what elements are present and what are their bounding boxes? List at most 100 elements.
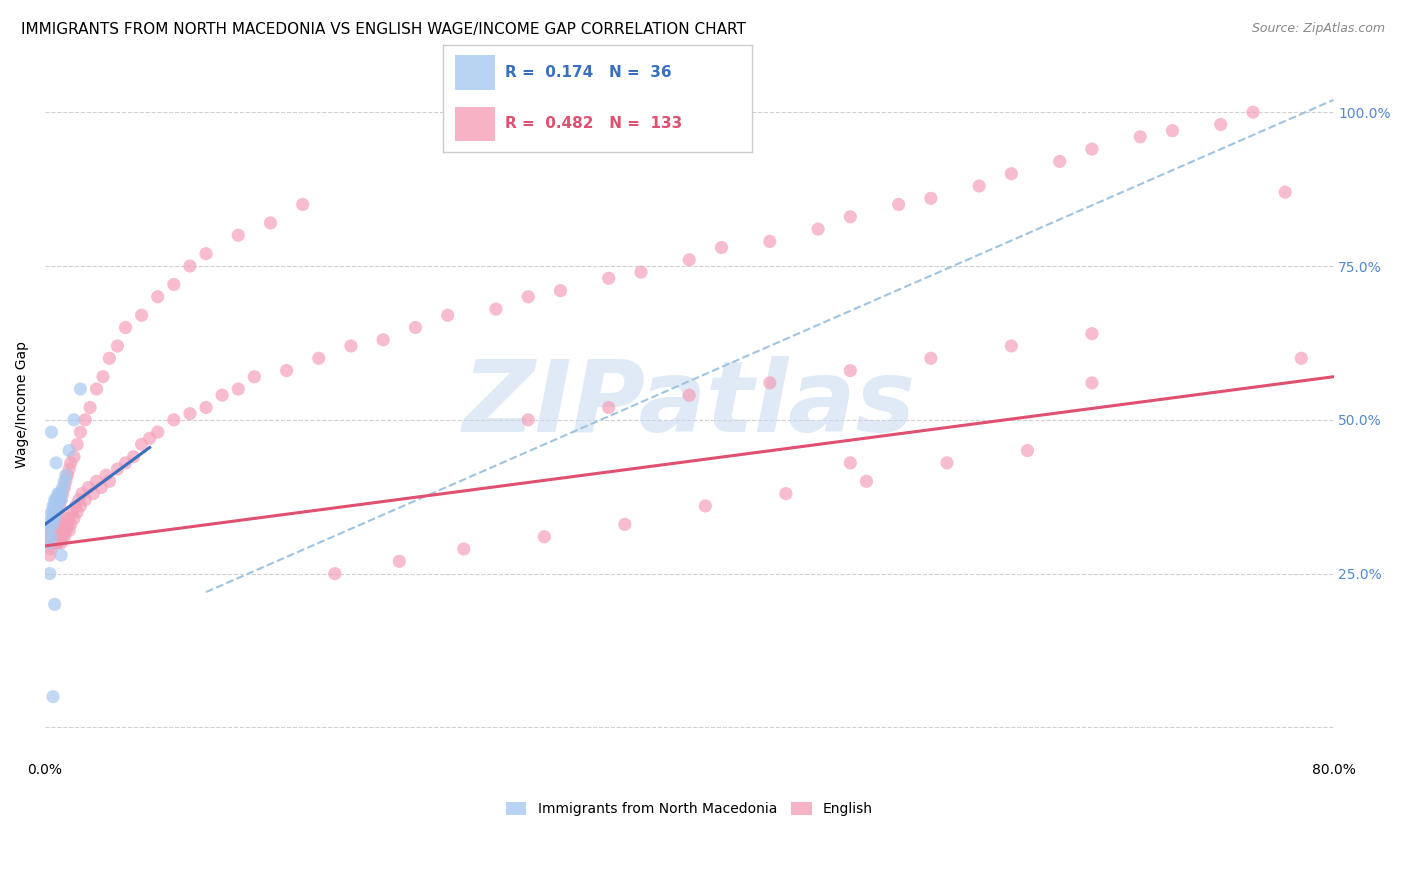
Text: ZIPatlas: ZIPatlas: [463, 356, 915, 453]
Point: [58, 524, 80, 538]
Point: [52, 481, 75, 495]
Point: [1081, 376, 1104, 390]
Point: [195, 401, 218, 415]
Point: [38, 530, 60, 544]
Point: [308, 351, 330, 366]
Point: [42, 505, 65, 519]
Point: [678, 252, 700, 267]
Point: [1000, 167, 1022, 181]
Point: [114, 456, 136, 470]
Point: [38, 566, 60, 581]
Point: [86, 382, 108, 396]
Point: [46, 505, 69, 519]
Point: [179, 259, 201, 273]
Point: [46, 530, 69, 544]
Point: [49, 548, 72, 562]
Point: [63, 450, 86, 464]
Point: [98, 351, 121, 366]
Point: [66, 437, 89, 451]
Point: [373, 333, 395, 347]
Point: [45, 456, 67, 470]
Point: [70, 486, 93, 500]
Text: Source: ZipAtlas.com: Source: ZipAtlas.com: [1251, 22, 1385, 36]
Point: [195, 246, 218, 260]
Point: [1209, 118, 1232, 132]
Point: [46, 524, 69, 538]
Point: [60, 505, 83, 519]
Point: [146, 425, 169, 439]
Point: [67, 492, 90, 507]
Point: [44, 492, 66, 507]
Point: [41, 530, 63, 544]
Bar: [456, 107, 495, 141]
Point: [936, 456, 959, 470]
Point: [41, 511, 63, 525]
Point: [55, 468, 77, 483]
Point: [226, 228, 249, 243]
Point: [807, 222, 830, 236]
Point: [56, 468, 79, 483]
Point: [404, 320, 426, 334]
Point: [44, 517, 66, 532]
Point: [58, 443, 80, 458]
Point: [1161, 123, 1184, 137]
Point: [1000, 339, 1022, 353]
Point: [37, 524, 59, 538]
Point: [98, 475, 121, 489]
Point: [48, 530, 70, 544]
Point: [55, 511, 77, 525]
Point: [55, 524, 77, 538]
Point: [53, 481, 76, 495]
Point: [49, 536, 72, 550]
Point: [46, 499, 69, 513]
Point: [48, 499, 70, 513]
Point: [122, 450, 145, 464]
Point: [211, 388, 233, 402]
Point: [45, 517, 67, 532]
Bar: [456, 55, 495, 89]
Point: [44, 536, 66, 550]
Point: [44, 499, 66, 513]
Point: [41, 524, 63, 538]
Point: [453, 541, 475, 556]
Point: [1241, 105, 1264, 120]
Point: [69, 425, 91, 439]
Point: [107, 339, 129, 353]
Point: [59, 517, 82, 532]
Point: [45, 530, 67, 544]
Point: [630, 265, 652, 279]
Point: [41, 505, 63, 519]
Point: [45, 536, 67, 550]
Point: [163, 413, 186, 427]
Point: [243, 369, 266, 384]
Point: [63, 511, 86, 525]
Point: [46, 536, 69, 550]
Y-axis label: Wage/Income Gap: Wage/Income Gap: [15, 341, 30, 468]
Point: [533, 530, 555, 544]
Point: [77, 481, 100, 495]
Point: [517, 413, 540, 427]
Point: [1291, 351, 1313, 366]
Point: [138, 431, 160, 445]
Point: [69, 499, 91, 513]
Point: [388, 554, 411, 568]
Point: [46, 486, 69, 500]
Point: [52, 530, 75, 544]
Point: [45, 511, 67, 525]
Point: [38, 548, 60, 562]
Point: [276, 363, 298, 377]
Point: [91, 369, 114, 384]
Point: [839, 363, 862, 377]
Point: [44, 598, 66, 612]
Point: [598, 401, 620, 415]
Point: [436, 308, 458, 322]
Point: [79, 401, 101, 415]
Point: [38, 536, 60, 550]
Text: R =  0.482   N =  133: R = 0.482 N = 133: [505, 116, 682, 131]
Point: [259, 216, 281, 230]
Point: [48, 486, 70, 500]
Point: [48, 492, 70, 507]
Point: [710, 241, 733, 255]
Point: [55, 475, 77, 489]
Point: [758, 235, 780, 249]
